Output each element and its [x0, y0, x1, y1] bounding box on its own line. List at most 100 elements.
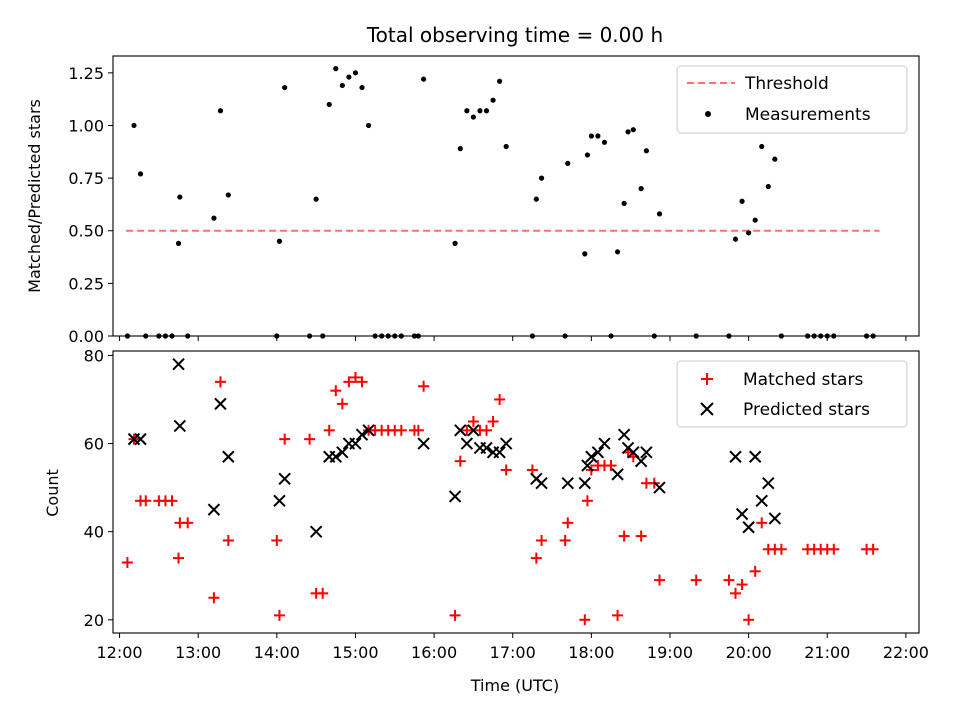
measurement-point [503, 143, 509, 150]
predicted-star-stroke-b [467, 424, 480, 437]
predicted-star-point [173, 419, 187, 433]
predicted-star-point [329, 450, 343, 463]
predicted-star-stroke-b [598, 437, 611, 450]
matched-star-point [140, 495, 152, 507]
predicted-star-stroke-b [634, 454, 648, 468]
predicted-star-point [578, 476, 592, 490]
measurement-point [276, 238, 283, 244]
measurement-point [656, 211, 663, 217]
predicted-star-stroke-b [448, 490, 462, 503]
predicted-star-point [278, 472, 291, 485]
matched-star-point [690, 574, 702, 586]
predicted-star-stroke-b [454, 424, 467, 437]
matched-star-point [494, 393, 506, 405]
top-y-tick-label: 1.00 [68, 116, 104, 135]
measurement-point [582, 251, 588, 257]
predicted-star-stroke-b [355, 428, 369, 441]
matched-star-point [349, 371, 361, 383]
measurement-point [457, 146, 463, 152]
measurement-point [746, 230, 752, 236]
predicted-star-point [640, 446, 653, 459]
predicted-star-point [768, 512, 782, 525]
matched-star-point [756, 517, 768, 529]
predicted-star-stroke-b [729, 450, 742, 463]
measurement-point [588, 133, 594, 139]
predicted-star-stroke-b [134, 432, 147, 446]
predicted-star-point [309, 525, 323, 538]
predicted-star-stroke-b [762, 476, 775, 490]
predicted-star-stroke-b [172, 358, 185, 371]
measurement-point [533, 196, 539, 202]
matched-star-point [336, 398, 348, 410]
predicted-star-point [134, 432, 147, 446]
matched-star-point [304, 433, 316, 445]
predicted-star-point [598, 437, 611, 450]
bottom-y-tick-label: 20 [84, 611, 104, 630]
measurement-point [452, 240, 458, 246]
measurement-point [483, 108, 490, 114]
measurement-point [217, 108, 224, 114]
measurement-point [595, 133, 601, 139]
bottom-y-tick-label: 80 [84, 346, 104, 365]
matched-star-point [412, 424, 424, 436]
measurement-point [333, 66, 339, 72]
predicted-star-point [336, 446, 349, 459]
top-y-tick-label: 1.25 [68, 64, 104, 83]
measurement-point [630, 127, 636, 133]
measurement-point [359, 84, 365, 91]
measurement-point [346, 74, 352, 80]
predicted-star-stroke-b [460, 437, 474, 450]
predicted-star-stroke-b [336, 446, 349, 459]
bottom-plot-area: 12:00 13:00 14:00 15:00 16:00 17:00 18:00 19:00… [84, 346, 929, 662]
matched-star-point [449, 609, 461, 621]
bottom-y-tick-label: 40 [84, 523, 104, 542]
measurement-point [759, 143, 765, 150]
measurement-point [752, 217, 758, 223]
matched-star-point [166, 495, 178, 507]
matched-star-point [612, 609, 624, 621]
measurement-point [470, 114, 477, 120]
predicted-star-point [762, 476, 775, 490]
measurement-point [739, 198, 745, 204]
matched-star-point [500, 464, 512, 476]
matched-star-point [559, 534, 571, 546]
predicted-star-stroke-b [627, 446, 640, 459]
top-y-tick-label: 0.00 [68, 327, 104, 346]
predicted-star-stroke-b [611, 468, 624, 481]
x-tick-label: 12:00 [96, 643, 142, 662]
x-tick-label: 18:00 [568, 643, 614, 662]
measurement-point [352, 70, 359, 76]
measurement-point [765, 183, 771, 190]
predicted-star-point [207, 503, 221, 516]
predicted-star-stroke-b [617, 428, 631, 441]
matched-star-point [487, 416, 499, 427]
measurement-point [601, 139, 608, 145]
measurement-point [365, 122, 372, 129]
measurement-point [638, 186, 644, 192]
matched-legend-label: Matched stars [743, 370, 863, 390]
predicted-star-point [480, 441, 493, 455]
measurement-point [565, 160, 571, 166]
matched-star-point [618, 530, 630, 542]
measurement-point [282, 84, 288, 91]
measurement-point [175, 240, 182, 246]
measurement-point [131, 122, 137, 129]
predicted-star-stroke-b [585, 450, 598, 463]
predicted-star-stroke-b [578, 476, 592, 490]
matched-star-point [208, 592, 220, 604]
matched-star-point [467, 416, 479, 427]
predicted-star-point [591, 446, 605, 459]
predicted-star-point [755, 494, 768, 508]
predicted-star-stroke-b [362, 424, 375, 437]
matched-star-point [828, 543, 840, 555]
predicted-star-stroke-b [493, 446, 506, 459]
predicted-star-stroke-b [329, 450, 343, 463]
predicted-star-stroke-b [309, 525, 323, 538]
matched-star-point [530, 552, 542, 564]
top-y-axis-label: Matched/Predicted stars [25, 99, 44, 293]
measurement-point [326, 101, 332, 108]
top-y-tick-label: 0.75 [68, 169, 104, 188]
predicted-star-point [634, 454, 648, 468]
matched-star-point [605, 460, 617, 472]
